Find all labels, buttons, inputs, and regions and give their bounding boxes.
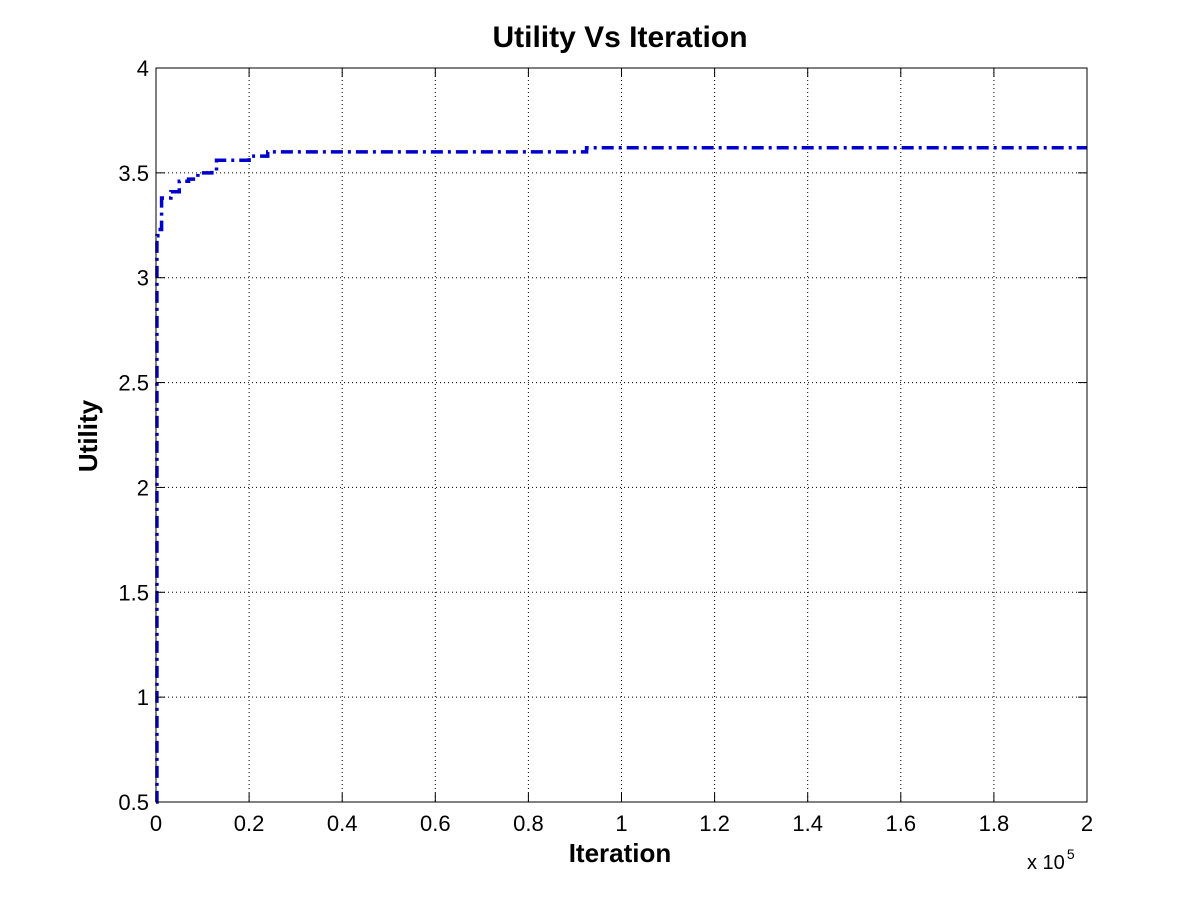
- x-multiplier-base: x 10: [1027, 852, 1065, 874]
- x-tick-label: 1.2: [699, 811, 730, 836]
- series-layer: [155, 145, 1087, 804]
- ticks-layer: 0 0.2 0.4 0.6 0.8 1 1.2 1.4 1.6 1.8 2 0.5 1 1.5 2 2.5 3 3…: [118, 56, 1093, 836]
- x-tick-label: 1.6: [886, 811, 917, 836]
- y-tick-label: 1: [137, 685, 149, 710]
- y-tick-label: 3: [137, 266, 149, 291]
- x-tick-label: 0.2: [234, 811, 265, 836]
- plot-frame: [155, 67, 1088, 803]
- x-multiplier-exponent: 5: [1067, 846, 1075, 862]
- axes-layer: [155, 67, 1088, 803]
- x-tick-label: 0.4: [327, 811, 358, 836]
- x-tick-label: 2: [1081, 811, 1093, 836]
- x-tick-label: 1.4: [792, 811, 823, 836]
- x-axis-label: Iteration: [569, 838, 672, 868]
- y-tick-label: 3.5: [118, 161, 149, 186]
- y-tick-label: 2.5: [118, 371, 149, 396]
- utility-series-line: [155, 145, 1087, 804]
- chart-title: Utility Vs Iteration: [492, 21, 747, 54]
- y-tick-label: 0.5: [118, 790, 149, 815]
- y-tick-label: 1.5: [118, 580, 149, 605]
- y-axis-label: Utility: [73, 399, 103, 472]
- grid-layer: [156, 68, 1087, 802]
- x-tick-label: 0: [150, 811, 162, 836]
- x-axis-multiplier: x 10 5: [1027, 846, 1075, 874]
- y-tick-label: 4: [137, 56, 149, 81]
- x-tick-label: 0.8: [513, 811, 544, 836]
- x-tick-label: 1: [615, 811, 627, 836]
- x-tick-label: 0.6: [420, 811, 451, 836]
- y-tick-label: 2: [137, 475, 149, 500]
- x-tick-label: 1.8: [979, 811, 1010, 836]
